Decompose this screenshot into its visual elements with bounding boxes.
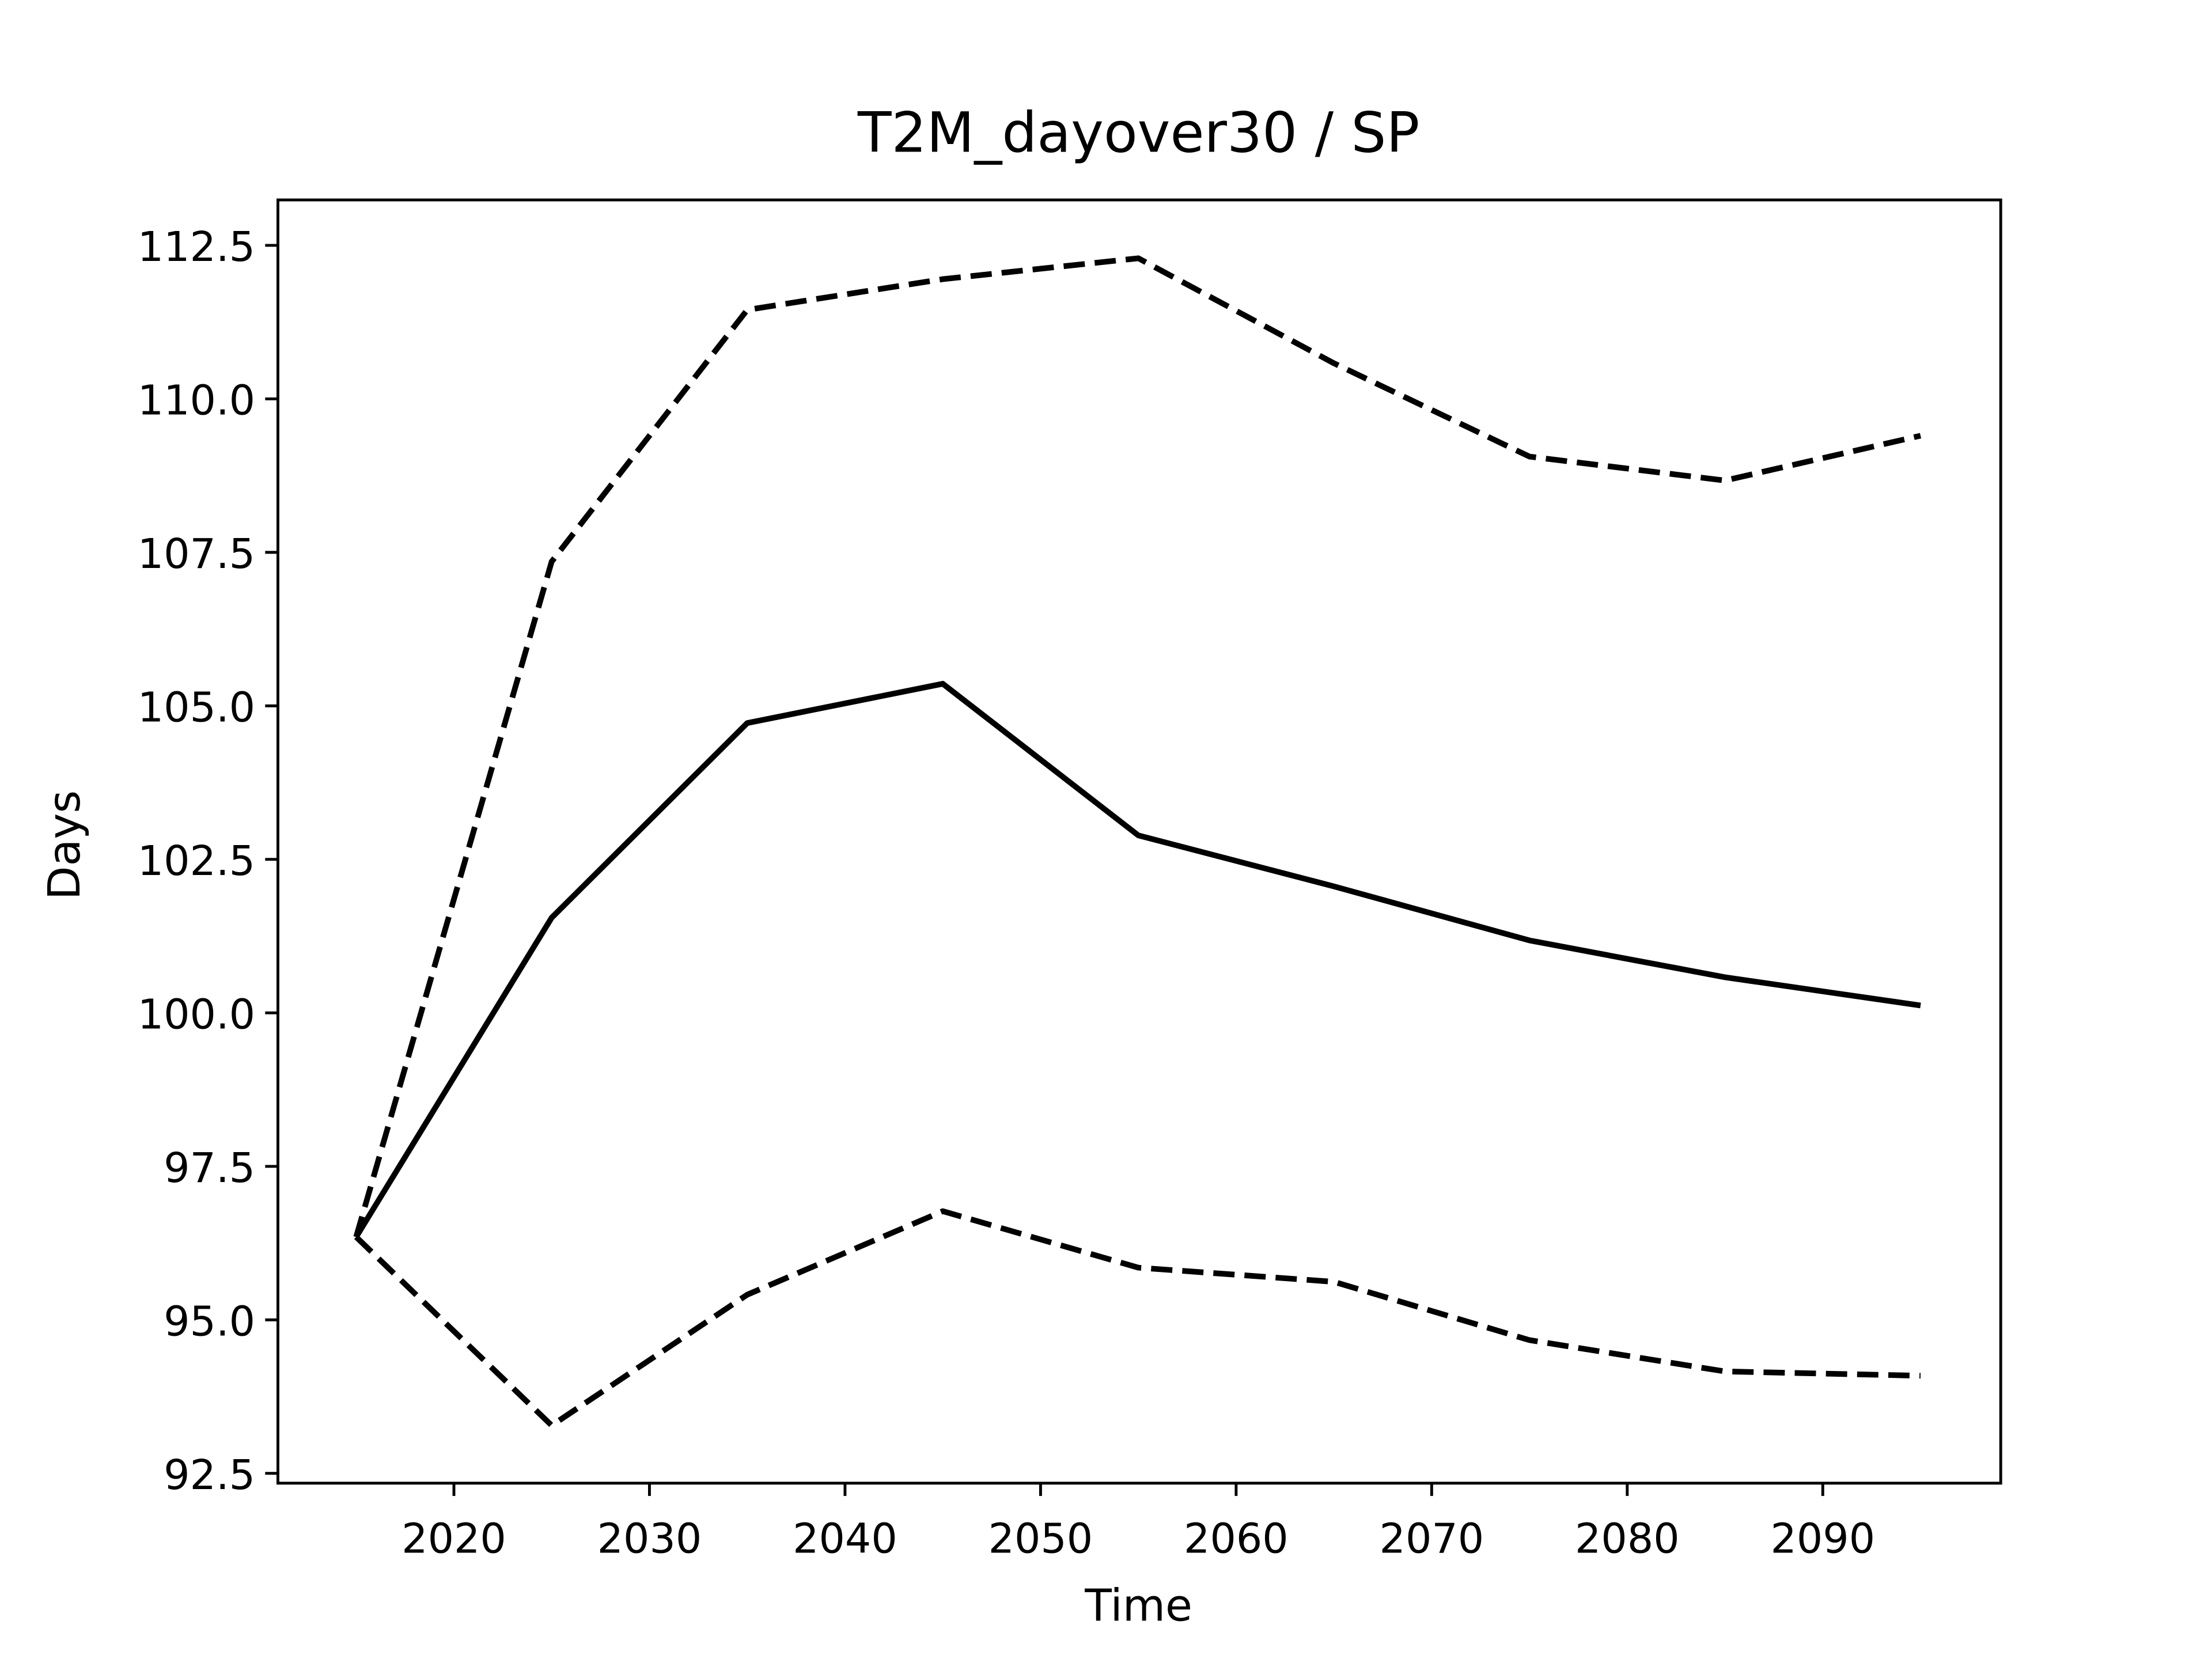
x-tick-label: 2080 <box>1575 1514 1680 1562</box>
x-tick-label: 2090 <box>1770 1514 1875 1562</box>
y-tick-label: 100.0 <box>138 990 255 1038</box>
x-tick-label: 2050 <box>988 1514 1093 1562</box>
y-tick-label: 92.5 <box>164 1451 255 1499</box>
y-axis-label: Days <box>39 790 90 900</box>
y-tick-label: 112.5 <box>138 223 255 271</box>
y-tick-label: 107.5 <box>138 530 255 578</box>
series-line <box>354 681 1921 1238</box>
series-line <box>354 1208 1921 1429</box>
series-line <box>353 255 1922 1238</box>
chart-title: T2M_dayover30 / SP <box>857 100 1420 165</box>
x-tick-label: 2060 <box>1184 1514 1289 1562</box>
y-tick-label: 95.0 <box>164 1297 255 1345</box>
plot-frame <box>276 198 2002 1485</box>
x-tick-label: 2070 <box>1380 1514 1484 1562</box>
y-tick-label: 110.0 <box>138 376 255 424</box>
x-tick-label: 2030 <box>597 1514 702 1562</box>
y-tick-label: 105.0 <box>138 683 255 731</box>
x-tick-label: 2020 <box>402 1514 506 1562</box>
x-tick-label: 2040 <box>793 1514 897 1562</box>
y-tick-label: 102.5 <box>138 837 255 885</box>
x-axis-label: Time <box>1084 1580 1192 1631</box>
y-tick-label: 97.5 <box>164 1144 255 1192</box>
